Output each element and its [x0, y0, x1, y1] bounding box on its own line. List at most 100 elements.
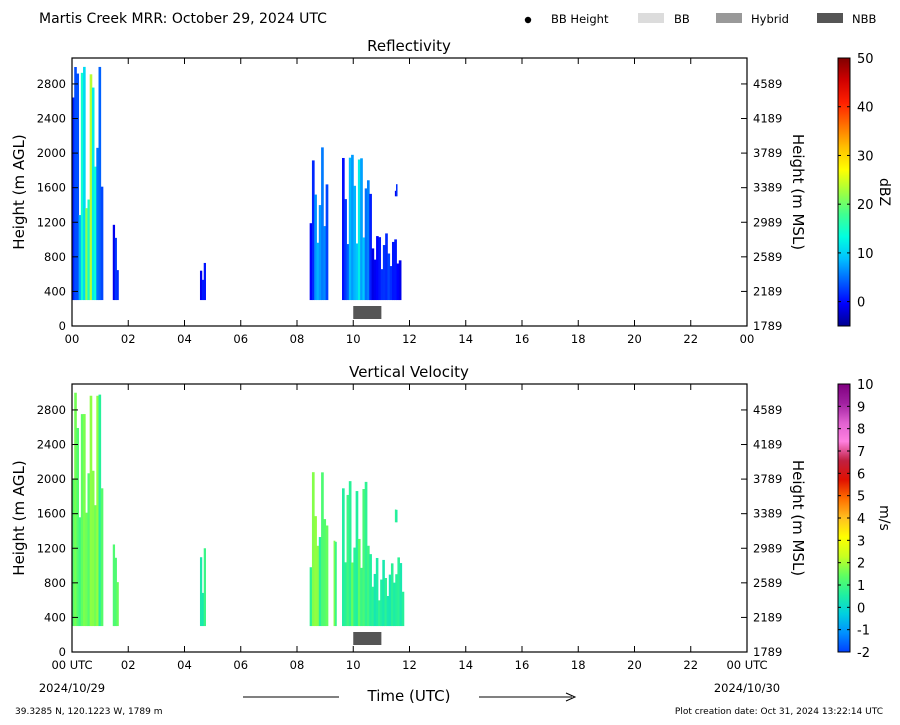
reflectivity-echo-strip [344, 199, 347, 301]
reflectivity-echo-strip [348, 157, 352, 301]
reflectivity-y-tick-label-right: 1789 [753, 319, 782, 333]
reflectivity-y-tick-label-right: 4189 [753, 112, 782, 126]
velocity-echo-strip [316, 545, 320, 627]
reflectivity-echo-strip [389, 266, 393, 301]
velocity-echo-strip [394, 509, 397, 523]
reflectivity-echo-strip [112, 224, 116, 301]
reflectivity-echo-strip [398, 260, 402, 301]
velocity-colorbar-tick-label: 0 [857, 601, 865, 616]
reflectivity-echo-strip [311, 160, 315, 301]
velocity-y-tick-label-right: 2189 [753, 610, 782, 624]
reflectivity-x-tick-label: 00 [65, 332, 80, 346]
velocity-echo-strip [396, 509, 398, 523]
velocity-colorbar-tick-label: 4 [857, 512, 865, 527]
reflectivity-echo-column [394, 184, 398, 197]
reflectivity-echo-strip [346, 244, 350, 301]
velocity-echo-strip [353, 547, 357, 627]
reflectivity-ylabel-right: Height (m MSL) [789, 134, 807, 250]
velocity-y-tick-label-right: 2989 [753, 541, 782, 555]
reflectivity-echo-column [199, 262, 206, 301]
reflectivity-echo-strip [380, 269, 384, 301]
velocity-y-tick-label-right: 2589 [753, 576, 782, 590]
location-text: 39.3285 N, 120.1223 W, 1789 m [15, 707, 163, 717]
start-date-label: 2024/10/29 [39, 681, 105, 695]
velocity-echo-strip [390, 563, 394, 627]
reflectivity-echo-strip [373, 259, 377, 301]
reflectivity-echo-strip [394, 190, 397, 197]
reflectivity-colorbar [837, 57, 851, 327]
reflectivity-echo-strip [355, 243, 359, 301]
velocity-echo-strip [74, 392, 77, 627]
velocity-echo-strip [386, 596, 390, 627]
velocity-echo-strip [355, 491, 359, 627]
velocity-echo-strip [311, 472, 315, 627]
reflectivity-panel: Reflectivity Height (m AGL) Height (m MS… [10, 37, 892, 346]
velocity-colorbar-tick-label: 8 [857, 423, 865, 438]
reflectivity-x-tick-label: 02 [121, 332, 136, 346]
velocity-colorbar-tick-label: 5 [857, 490, 865, 505]
reflectivity-echo-strip [396, 263, 400, 301]
velocity-x-tick-label: 10 [346, 658, 361, 672]
reflectivity-echo-strip [394, 239, 397, 301]
reflectivity-x-tick-label: 04 [177, 332, 192, 346]
velocity-echo-strip [96, 395, 99, 627]
reflectivity-x-tick-label: 22 [683, 332, 698, 346]
reflectivity-echo-column [72, 66, 104, 301]
reflectivity-y-tick-label: 800 [44, 250, 66, 264]
velocity-echo-strip [201, 592, 205, 627]
velocity-echo-strip [362, 489, 366, 627]
velocity-echo-strip [357, 538, 361, 627]
reflectivity-echo-column [371, 233, 402, 301]
velocity-echo-strip [395, 574, 398, 627]
reflectivity-echo-strip [89, 74, 93, 301]
velocity-y-tick-label-right: 4589 [753, 403, 782, 417]
legend-dot-bb-height [524, 16, 532, 24]
velocity-echo-column [309, 472, 329, 627]
legend-swatch-hybrid [716, 13, 742, 23]
velocity-echo-strip [333, 540, 336, 627]
reflectivity-y-tick-label: 0 [59, 319, 66, 333]
velocity-echo-strip [371, 586, 375, 627]
reflectivity-colorbar-tick-label: 30 [857, 149, 874, 164]
velocity-echo-strip [325, 525, 329, 627]
velocity-y-tick-label: 400 [44, 610, 66, 624]
reflectivity-x-tick-label: 06 [233, 332, 248, 346]
reflectivity-echo-strip [323, 226, 327, 301]
velocity-echo-strip [91, 470, 95, 627]
reflectivity-y-tick-label-right: 2589 [753, 250, 782, 264]
velocity-echo-strip [98, 394, 102, 627]
reflectivity-y-tick-label-right: 4589 [753, 77, 782, 91]
velocity-echo-strip [203, 548, 206, 627]
velocity-colorbar-tick-label: 10 [857, 378, 874, 393]
velocity-colorbar-label: m/s [876, 505, 892, 531]
reflectivity-echo-strip [342, 157, 345, 301]
velocity-echo-strip [85, 512, 88, 627]
velocity-echo-strip [78, 517, 82, 627]
reflectivity-echo-strip [362, 237, 366, 301]
velocity-colorbar-tick-label: 2 [857, 557, 865, 572]
legend-label-nbb: NBB [852, 12, 876, 26]
velocity-echo-strip [94, 505, 97, 627]
velocity-y-tick-label: 2800 [37, 403, 66, 417]
legend-label-bb: BB [674, 12, 690, 26]
velocity-echo-strip [87, 473, 91, 627]
reflectivity-title: Reflectivity [367, 37, 451, 55]
velocity-echo-column [371, 557, 405, 627]
reflectivity-echo-strip [366, 180, 370, 301]
reflectivity-y-tick-label: 2400 [37, 112, 66, 126]
velocity-echo-strip [397, 557, 400, 627]
velocity-nbb-bar [353, 632, 382, 645]
velocity-colorbar-tick-label: 1 [857, 579, 865, 594]
velocity-echo-strip [318, 537, 322, 627]
velocity-x-tick-label: 14 [458, 658, 473, 672]
page-title: Martis Creek MRR: October 29, 2024 UTC [39, 11, 327, 27]
reflectivity-echo-strip [91, 87, 95, 301]
reflectivity-y-tick-label-right: 2189 [753, 284, 782, 298]
velocity-y-tick-label: 1600 [37, 507, 66, 521]
reflectivity-echo-strip [360, 158, 363, 301]
reflectivity-y-tick-label: 2800 [37, 77, 66, 91]
velocity-plot-frame [71, 383, 748, 653]
velocity-echo-strip [334, 541, 337, 627]
velocity-echo-column [394, 509, 398, 523]
